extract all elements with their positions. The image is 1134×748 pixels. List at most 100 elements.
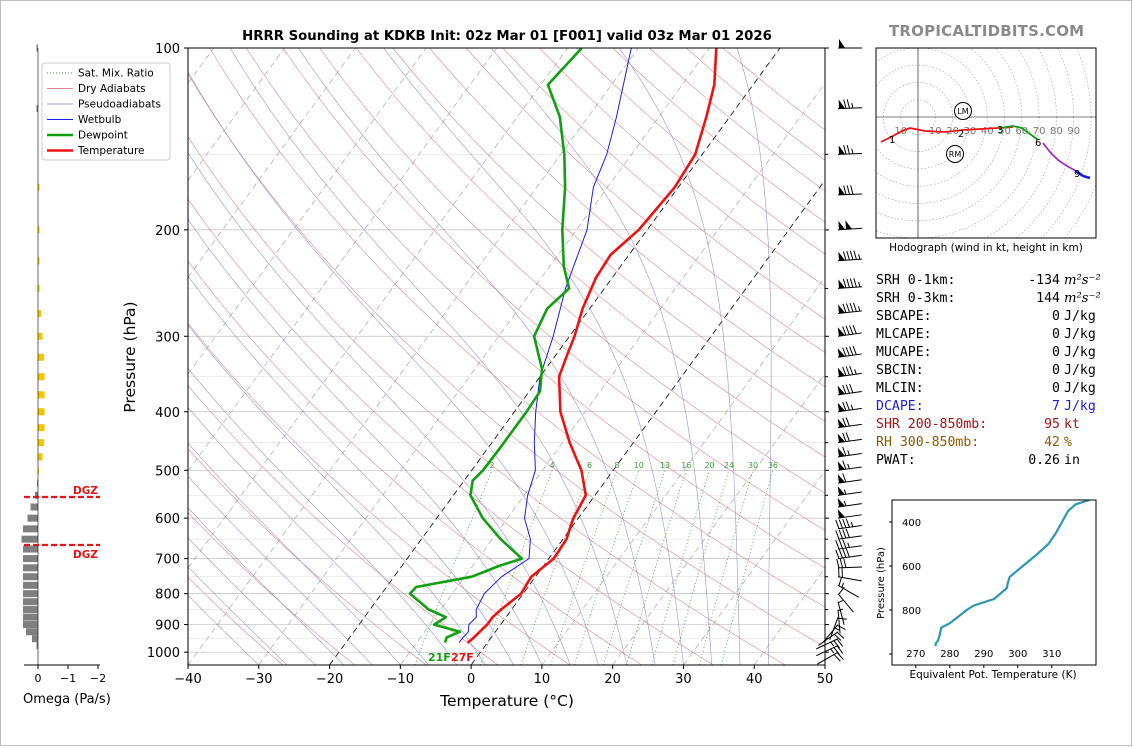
wind-barb-full	[833, 633, 842, 641]
stat-unit: J/kg	[1064, 363, 1096, 378]
dry-adiabat-line	[188, 322, 571, 665]
mixing-ratio-label: 2	[489, 461, 494, 470]
wind-barb-full	[842, 417, 847, 427]
stat-row: SBCIN: 0 J/kg	[876, 362, 1116, 380]
wind-barb-half	[851, 148, 854, 154]
pseudoadiabat-line	[188, 507, 344, 665]
stat-row: MLCAPE: 0 J/kg	[876, 326, 1116, 344]
wind-barb-full	[835, 549, 840, 559]
wind-barb-flag	[839, 39, 845, 48]
wind-barb-half	[834, 627, 840, 631]
wind-barb-half	[843, 500, 847, 507]
theta-e-y-tick-label: 400	[902, 518, 921, 529]
wind-barb-flag	[838, 251, 845, 261]
mixing-ratio-label: 16	[681, 461, 691, 470]
pseudoadiabat-line	[188, 367, 458, 665]
temperature-trace	[466, 48, 718, 644]
wind-barb-full	[845, 548, 850, 558]
wind-barb	[837, 473, 862, 484]
y-tick-label: 100	[155, 42, 180, 57]
omega-bar	[23, 555, 38, 563]
wind-barb-full	[849, 346, 854, 356]
hodograph-ring-label: 30	[964, 126, 977, 137]
wind-barb-full	[849, 302, 854, 313]
wind-barb-full	[836, 558, 840, 568]
omega-bar	[21, 535, 38, 543]
legend-label-mixing-ratio: Sat. Mix. Ratio	[78, 68, 154, 80]
mixing-ratio-label: 24	[724, 461, 734, 470]
wind-barb	[837, 220, 862, 231]
dry-adiabat-line	[188, 512, 355, 665]
wind-barb-full	[833, 647, 840, 656]
omega-bar	[38, 309, 41, 317]
theta-e-x-tick-label: 310	[1042, 649, 1061, 660]
omega-bar	[38, 353, 44, 361]
wind-barb-flag	[838, 145, 845, 155]
wind-barb-flag	[845, 220, 852, 230]
pseudoadiabat-line	[188, 152, 571, 665]
wind-barb-half	[847, 542, 850, 548]
wind-barbs	[816, 39, 863, 665]
wind-barb	[835, 528, 862, 540]
wind-barb-full	[838, 549, 843, 559]
wind-barb	[837, 345, 862, 358]
legend-label-wetbulb: Wetbulb	[78, 114, 122, 126]
theta-e-profile	[934, 500, 1090, 647]
wind-barb	[837, 144, 863, 155]
mixing-ratio-line	[651, 470, 710, 665]
theta-e-y-tick-label: 600	[902, 562, 921, 573]
theta-e-x-tick-label: 290	[974, 649, 993, 660]
wind-barb-half	[850, 521, 854, 527]
stat-value: 0.26	[1028, 453, 1060, 468]
wind-barb-shaft	[837, 438, 862, 444]
surface-dewpoint-label: 21F	[428, 651, 451, 664]
wind-barb-half	[837, 608, 844, 612]
pseudoadiabat-line	[188, 537, 316, 665]
wind-barb	[836, 558, 863, 569]
wind-barb-full	[850, 185, 854, 195]
x-tick-label: 20	[604, 672, 621, 687]
mixing-ratio-label: 10	[634, 461, 644, 470]
hodograph-ring-labels: 10 10 20 30 40 50 60 70 80 90	[894, 126, 1080, 137]
hodograph-ring-label: 60	[1015, 126, 1028, 137]
wind-barb	[838, 39, 862, 49]
wind-barb-shaft	[837, 423, 862, 429]
wind-barb	[816, 638, 844, 650]
theta-e-trace	[934, 500, 1090, 647]
wind-barb-full	[843, 558, 847, 568]
skewt-background-lines: 2 4 6 8 10 13 16 20 24 30 36	[188, 48, 825, 665]
isotherm-line	[188, 48, 498, 472]
wind-barb-full	[843, 145, 847, 155]
wind-barb-full	[852, 302, 857, 312]
wind-barb-shaft	[837, 258, 862, 262]
pseudoadiabat-line	[188, 324, 486, 665]
y-tick-label: 500	[155, 464, 180, 479]
wind-barb-full	[842, 326, 847, 336]
dry-adiabat-line	[355, 48, 825, 458]
wind-barb-full	[845, 518, 850, 528]
wind-barb	[837, 446, 862, 458]
wind-barb-full	[843, 185, 847, 195]
wind-barb-full	[845, 417, 850, 427]
dgz-label-top: DGZ	[73, 485, 98, 497]
wind-barb	[816, 651, 844, 665]
mixing-ratio-line	[672, 470, 730, 665]
stat-unit: J/kg	[1064, 327, 1096, 342]
isotherm-line	[188, 48, 639, 665]
x-tick-label: −30	[245, 672, 272, 687]
chart-title: HRRR Sounding at KDKB Init: 02z Mar 01 […	[242, 29, 772, 44]
stat-row: DCAPE: 7 J/kg	[876, 398, 1116, 416]
omega-bar	[38, 332, 43, 340]
wind-barb-flag	[837, 385, 845, 395]
y-tick-label: 900	[155, 619, 180, 634]
wind-barb-full	[838, 519, 843, 529]
wind-barb-flag	[837, 367, 845, 377]
omega-tick-label: 0	[35, 672, 42, 685]
wind-barb	[837, 250, 862, 262]
wind-barb-half	[847, 450, 850, 456]
mixing-ratio-line	[550, 470, 618, 665]
mixing-ratio-line	[414, 470, 493, 665]
wind-barb	[837, 599, 845, 626]
